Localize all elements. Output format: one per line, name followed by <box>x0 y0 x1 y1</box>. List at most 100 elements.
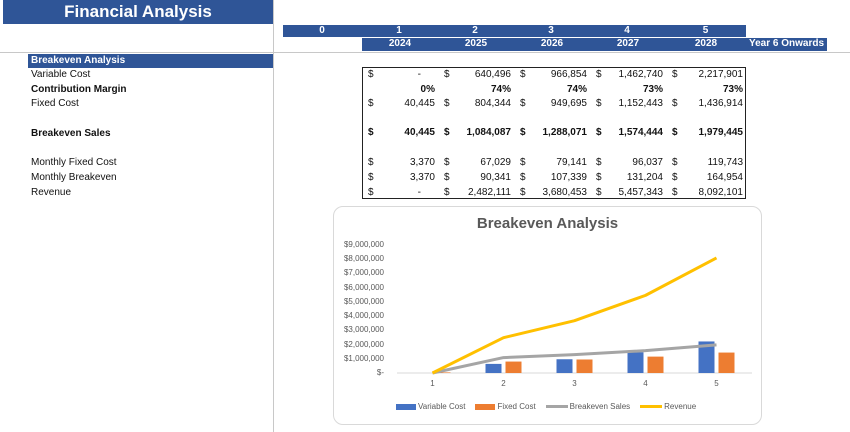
table-cell[interactable]: 40,445 <box>404 98 435 109</box>
currency-symbol: $ <box>520 172 526 183</box>
legend-label: Breakeven Sales <box>569 402 631 411</box>
table-cell[interactable]: - <box>417 187 421 198</box>
currency-symbol: $ <box>368 187 374 198</box>
table-cell[interactable]: 0% <box>420 84 435 95</box>
table-cell[interactable]: 119,743 <box>707 157 743 168</box>
chart-legend: Variable Cost Fixed Cost Breakeven Sales… <box>396 402 696 411</box>
table-cell[interactable]: 90,341 <box>480 172 511 183</box>
table-cell[interactable]: 96,037 <box>632 157 663 168</box>
period-1: 1 <box>396 25 402 36</box>
currency-symbol: $ <box>672 172 678 183</box>
table-cell[interactable]: 73% <box>642 84 663 95</box>
bar <box>647 356 664 373</box>
currency-symbol: $ <box>444 187 450 198</box>
legend-fixed-cost: Fixed Cost <box>475 402 536 411</box>
table-cell[interactable]: 74% <box>490 84 511 95</box>
currency-symbol: $ <box>596 98 602 109</box>
breakeven-chart: Breakeven Analysis $9,000,000 $8,000,000 $… <box>333 206 762 425</box>
label-fixed-cost: Fixed Cost <box>31 98 79 109</box>
table-cell[interactable]: 74% <box>566 84 587 95</box>
table-cell[interactable]: 164,954 <box>706 172 743 183</box>
period-3: 3 <box>548 25 554 36</box>
currency-symbol: $ <box>596 127 602 138</box>
label-contribution-margin: Contribution Margin <box>31 84 127 95</box>
x-tick-label: 3 <box>572 379 577 388</box>
currency-symbol: $ <box>520 98 526 109</box>
table-cell[interactable]: 1,979,445 <box>698 127 744 138</box>
currency-symbol: $ <box>368 172 374 183</box>
label-breakeven-sales: Breakeven Sales <box>31 128 111 139</box>
period-number-header: 0 1 2 3 4 5 <box>283 25 746 37</box>
header-divider <box>0 52 850 53</box>
legend-breakeven-sales: Breakeven Sales <box>545 402 631 411</box>
legend-label: Variable Cost <box>418 402 466 411</box>
table-cell[interactable]: 40,445 <box>404 127 435 138</box>
table-cell[interactable]: 640,496 <box>474 69 511 80</box>
legend-label: Revenue <box>664 402 697 411</box>
table-cell[interactable]: 3,680,453 <box>542 187 588 198</box>
x-tick-label: 1 <box>430 379 435 388</box>
chart-plot-area <box>397 256 752 375</box>
table-cell[interactable]: 1,574,444 <box>618 127 664 138</box>
year-header: 2024 2025 2026 2027 2028 Year 6 Onwards <box>362 38 827 51</box>
table-cell[interactable]: 1,436,914 <box>698 98 744 109</box>
table-cell[interactable]: - <box>417 69 421 80</box>
bar <box>434 372 451 373</box>
table-cell[interactable]: 5,457,343 <box>618 187 664 198</box>
data-table: $ - $640,496 $966,854 $1,462,740 $2,217,901 0%… <box>362 67 746 199</box>
legend-swatch-icon <box>545 405 568 408</box>
year-2027: 2027 <box>616 38 640 49</box>
table-cell[interactable]: 2,482,111 <box>467 187 511 198</box>
currency-symbol: $ <box>444 172 450 183</box>
table-cell[interactable]: 949,695 <box>550 98 587 109</box>
table-cell[interactable]: 1,462,740 <box>618 69 664 80</box>
y-tick-label: $7,000,000 <box>343 268 384 278</box>
table-cell[interactable]: 131,204 <box>626 172 663 183</box>
currency-symbol: $ <box>672 98 678 109</box>
currency-symbol: $ <box>368 98 374 109</box>
year-2025: 2025 <box>464 38 488 49</box>
x-tick-label: 2 <box>501 379 506 388</box>
currency-symbol: $ <box>444 157 450 168</box>
currency-symbol: $ <box>444 98 450 109</box>
year-2028: 2028 <box>694 38 718 49</box>
section-title: Breakeven Analysis <box>28 54 273 68</box>
period-2: 2 <box>472 25 478 36</box>
currency-symbol: $ <box>520 69 526 80</box>
year-2026: 2026 <box>540 38 564 49</box>
table-cell[interactable]: 1,288,071 <box>542 127 588 138</box>
table-cell[interactable]: 1,152,443 <box>618 98 664 109</box>
y-tick-label: $6,000,000 <box>343 282 384 292</box>
table-cell[interactable]: 73% <box>722 84 743 95</box>
table-cell[interactable]: 804,344 <box>474 98 511 109</box>
legend-swatch-icon <box>396 403 416 410</box>
period-4: 4 <box>624 25 630 36</box>
currency-symbol: $ <box>596 69 602 80</box>
table-cell[interactable]: 3,370 <box>409 172 435 183</box>
page-title: Financial Analysis <box>3 0 273 24</box>
y-tick-label: $- <box>376 368 384 377</box>
chart-title: Breakeven Analysis <box>476 215 619 232</box>
currency-symbol: $ <box>596 172 602 183</box>
table-cell[interactable]: 966,854 <box>550 69 587 80</box>
legend-revenue: Revenue <box>640 402 696 411</box>
bar <box>627 352 644 373</box>
currency-symbol: $ <box>672 69 678 80</box>
year-2024: 2024 <box>388 38 412 49</box>
currency-symbol: $ <box>672 187 678 198</box>
table-cell[interactable]: 3,370 <box>409 157 435 168</box>
table-cell[interactable]: 107,339 <box>550 172 587 183</box>
label-monthly-breakeven: Monthly Breakeven <box>31 172 117 183</box>
bar <box>718 352 735 373</box>
table-cell[interactable]: 67,029 <box>480 157 511 168</box>
y-tick-label: $2,000,000 <box>343 339 384 349</box>
currency-symbol: $ <box>520 127 526 138</box>
table-cell[interactable]: 2,217,901 <box>698 69 744 80</box>
table-cell[interactable]: 1,084,087 <box>466 127 512 138</box>
currency-symbol: $ <box>444 69 450 80</box>
table-cell[interactable]: 8,092,101 <box>698 187 744 198</box>
legend-label: Fixed Cost <box>497 402 536 411</box>
label-variable-cost: Variable Cost <box>31 69 91 80</box>
currency-symbol: $ <box>368 157 374 168</box>
table-cell[interactable]: 79,141 <box>556 157 587 168</box>
